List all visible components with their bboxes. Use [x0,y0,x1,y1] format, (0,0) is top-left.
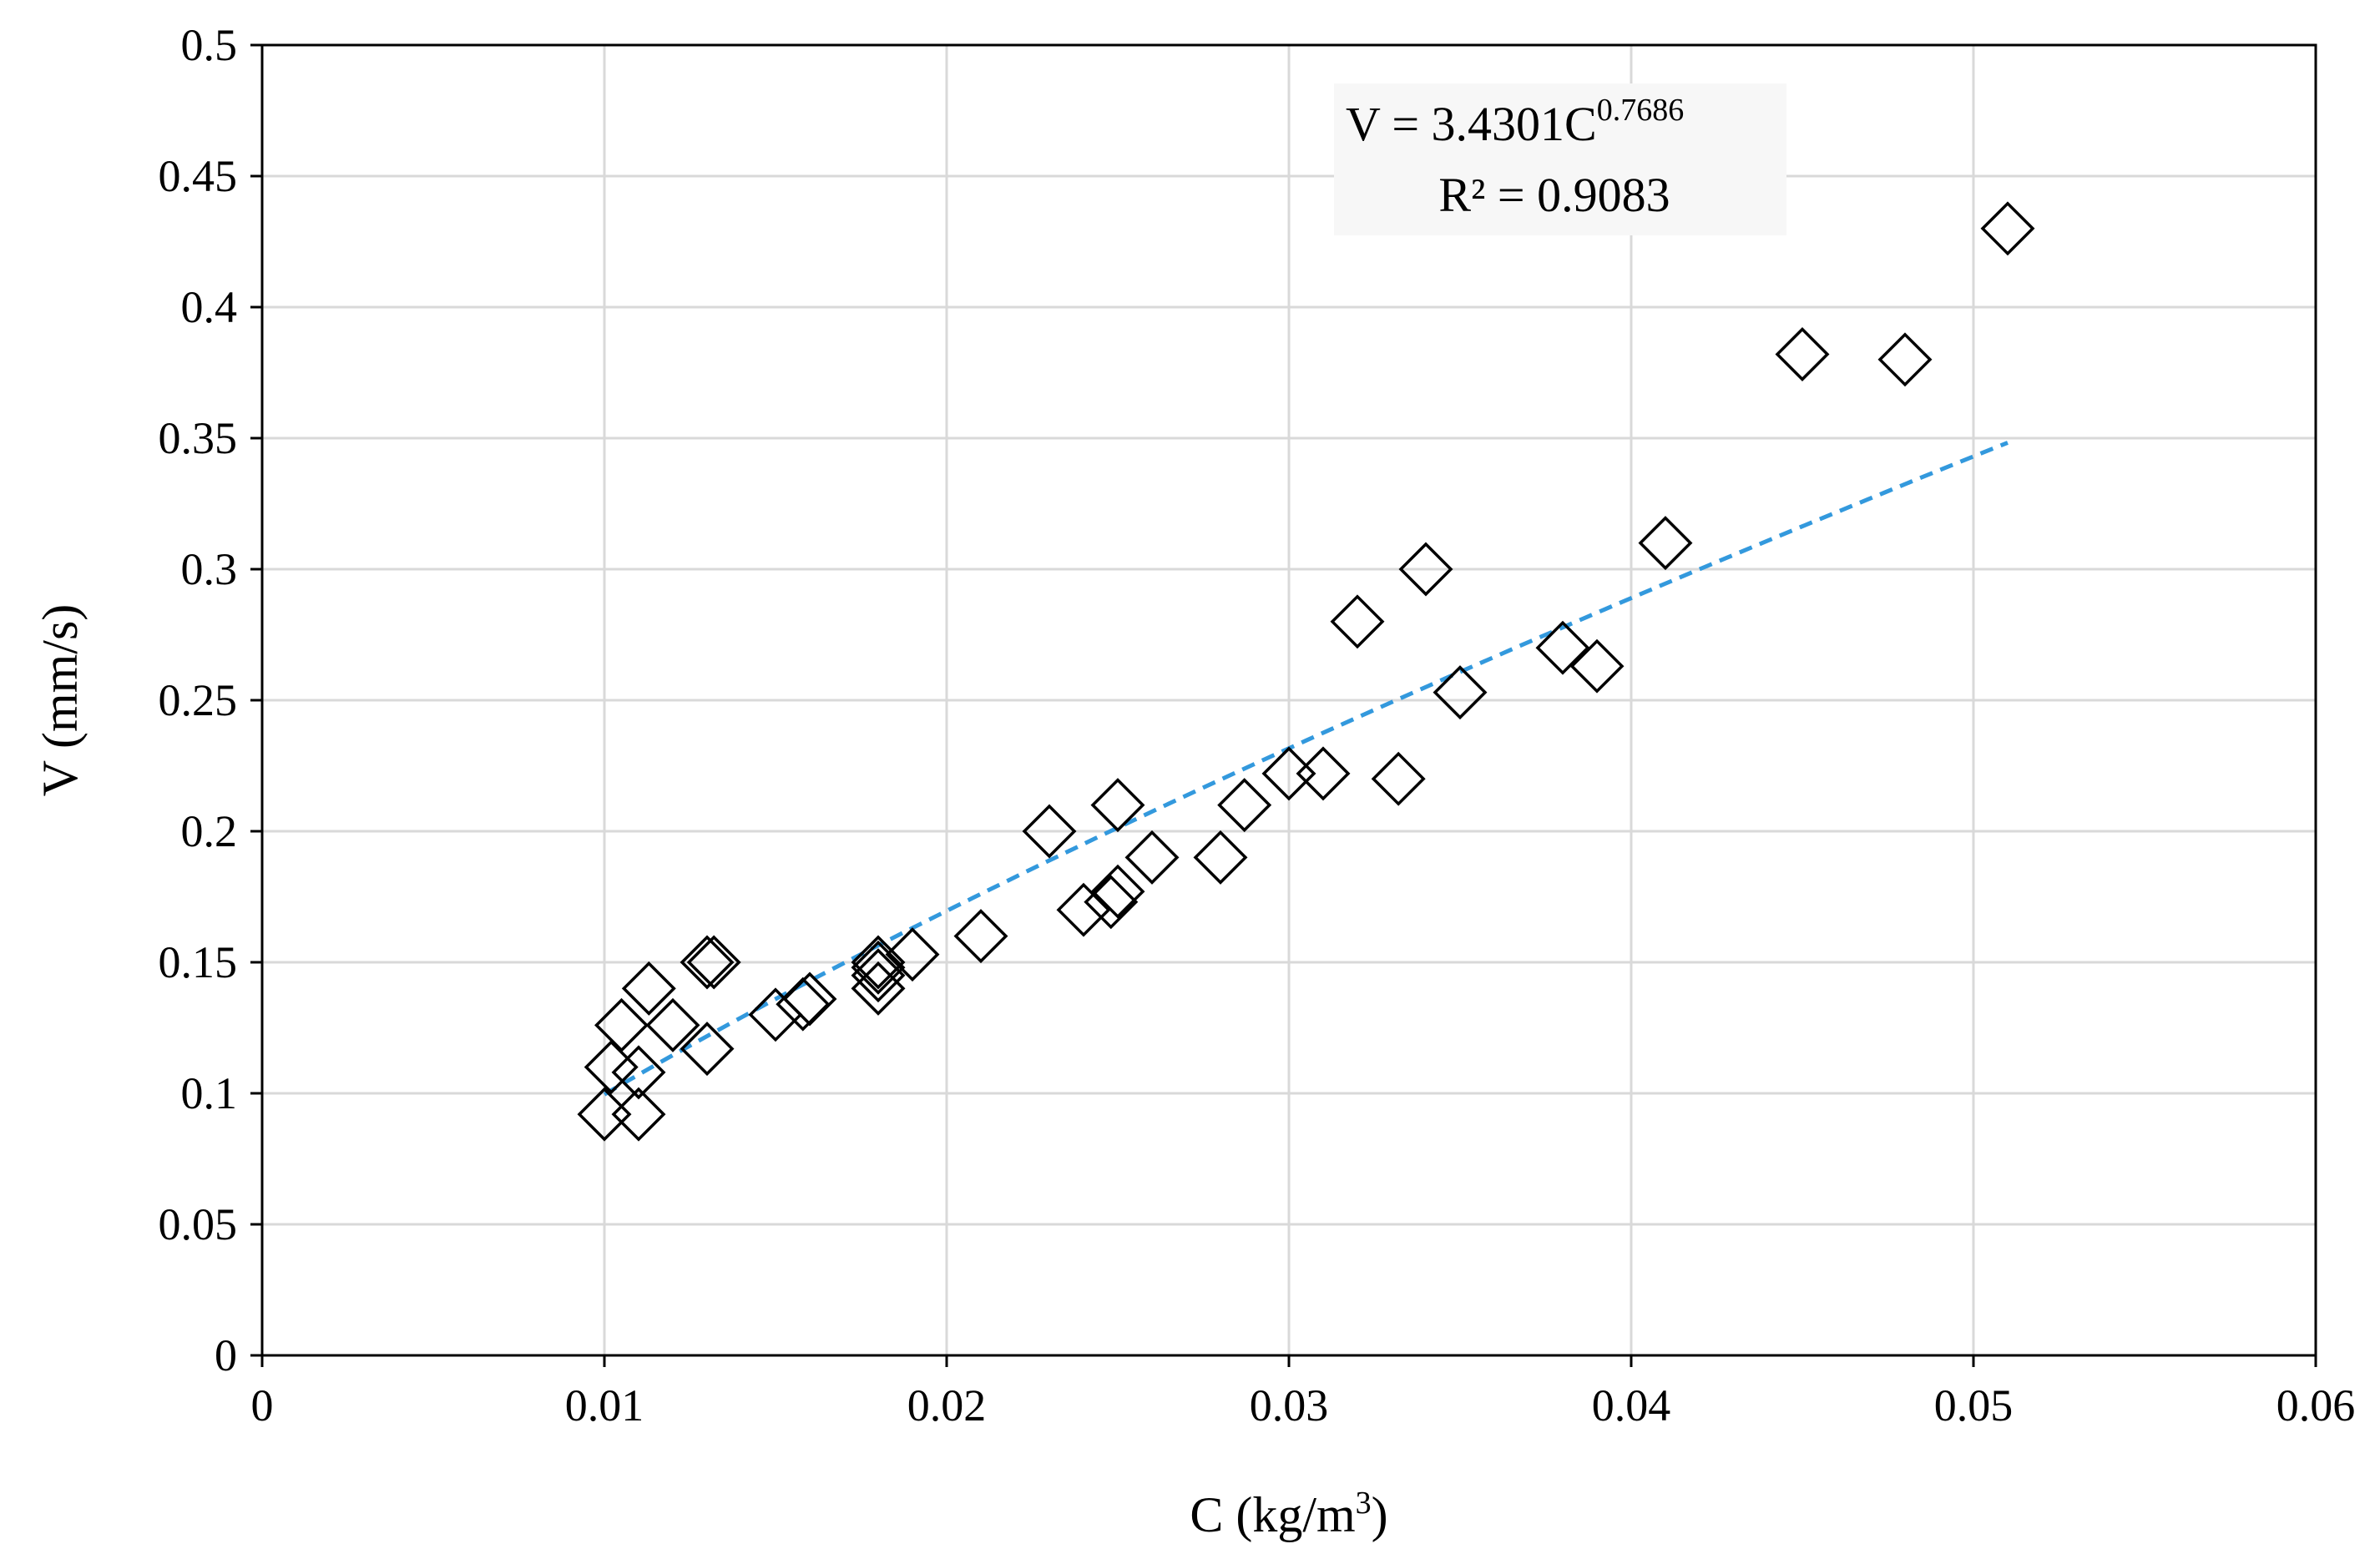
x-tick-label: 0.04 [1592,1380,1671,1430]
x-tick-label: 0.03 [1250,1380,1329,1430]
grid-lines [262,45,2316,1355]
y-tick-label: 0.2 [181,806,238,856]
data-point [1084,875,1139,930]
data-point [1980,201,2035,256]
data-point [1124,830,1180,885]
equation-background [1334,83,1786,235]
data-point [1022,804,1077,859]
r-squared-text: R² = 0.9083 [1438,168,1670,222]
x-tick-label: 0.01 [565,1380,644,1430]
data-point [1775,327,1830,381]
data-point [1330,594,1385,649]
y-axis-title: V (mm/s) [33,604,88,797]
data-point [1535,620,1590,675]
x-tick-label: 0.02 [907,1380,987,1430]
data-point [782,971,837,1027]
data-point [1217,778,1272,833]
data-point [1296,746,1351,801]
data-point [1398,542,1453,597]
data-point [1193,830,1248,885]
equation-exponent: 0.7686 [1597,93,1685,128]
equation-annotation: V = 3.4301C0.7686 R² = 0.9083 [1334,83,1786,235]
data-point [1569,638,1625,694]
data-points [577,201,2035,1142]
y-tick-label: 0.5 [181,20,238,70]
data-point [851,948,906,1003]
x-tick-label: 0.06 [2276,1380,2356,1430]
data-point [621,961,676,1016]
y-tick-label: 0.4 [181,282,238,332]
data-point [594,997,649,1052]
data-point [1877,332,1933,387]
y-tick-label: 0.1 [181,1068,238,1118]
data-point [953,909,1008,964]
y-tick-label: 0 [215,1330,237,1380]
data-point [885,927,940,982]
data-point [851,935,906,990]
y-tick-label: 0.3 [181,544,238,594]
data-point [1433,665,1488,720]
x-tick-label: 0 [251,1380,274,1430]
data-point [1090,864,1145,919]
y-axis-tick-labels: 0 0.05 0.1 0.15 0.2 0.25 0.3 0.35 0.4 0.45 0.5 [159,20,262,1380]
data-point [851,961,906,1016]
x-axis-title: C (kg/m3) [1190,1486,1387,1542]
y-tick-label: 0.15 [159,937,238,987]
data-point [1638,516,1693,571]
power-fit-line [603,441,2009,1097]
x-tick-label: 0.05 [1934,1380,2014,1430]
data-point [1090,778,1145,833]
x-axis-tick-labels: 0 0.01 0.02 0.03 0.04 0.05 0.06 [251,1355,2356,1430]
trendline [603,441,2009,1097]
y-tick-label: 0.35 [159,413,238,463]
y-tick-label: 0.25 [159,675,238,725]
data-point [1371,751,1426,806]
data-point [1056,882,1111,937]
data-point [611,1045,666,1100]
data-point [645,997,700,1052]
equation-text: V = 3.4301C0.7686 [1346,93,1684,151]
data-point [611,1087,666,1142]
data-point [851,940,906,995]
y-tick-label: 0.45 [159,151,238,201]
data-point [686,935,741,990]
data-point [584,1040,639,1095]
y-tick-label: 0.05 [159,1199,238,1249]
data-point [680,935,735,990]
data-point [680,1022,735,1077]
